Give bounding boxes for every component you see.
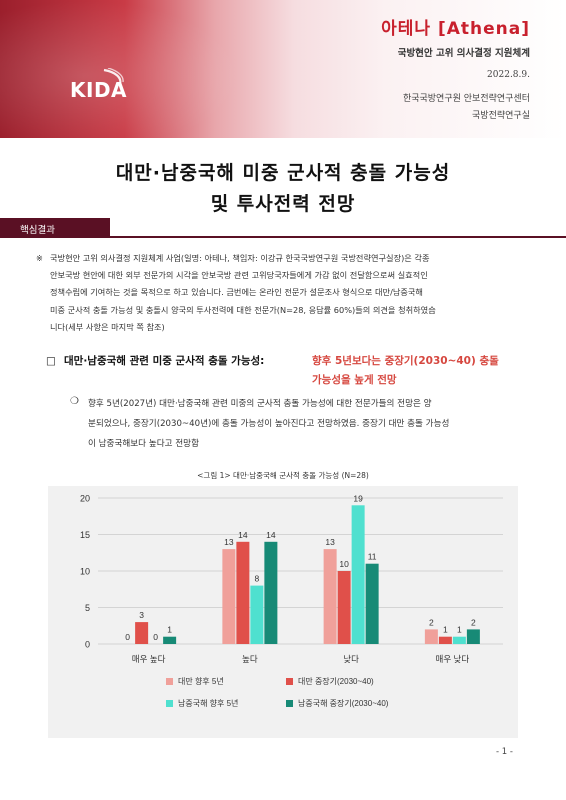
- finding-heading-highlight: 향후 5년보다는 중장기(2030~40) 충돌 가능성을 높게 전망: [312, 352, 552, 390]
- logo-text: KIDA: [70, 78, 128, 102]
- note-line: 국방현안 고위 의사결정 지원체계 사업(일명: 아테나, 책임자: 이강규 한…: [50, 253, 430, 263]
- legend-swatch: [166, 700, 173, 707]
- header-banner: [0, 0, 566, 138]
- y-tick-label: 15: [80, 530, 90, 540]
- detail-line: 향후 5년(2027년) 대만·남중국해 관련 미중의 군사적 충돌 가능성에 …: [88, 399, 432, 409]
- y-tick-label: 20: [80, 494, 90, 504]
- bar: [264, 541, 278, 644]
- note-line: 정책수립에 기여하는 것을 목적으로 하고 있습니다. 금번에는 온라인 전문가…: [50, 287, 423, 298]
- intro-note: ※ 국방현안 고위 의사결정 지원체계 사업(일명: 아테나, 책임자: 이강규…: [36, 250, 520, 336]
- data-label: 14: [238, 530, 248, 540]
- finding-heading-main: 대만·남중국해 관련 미중 군사적 충돌 가능성:: [64, 355, 265, 367]
- data-label: 8: [255, 574, 260, 584]
- data-label: 13: [224, 537, 234, 547]
- data-label: 3: [139, 610, 144, 620]
- bar: [135, 622, 149, 644]
- brand-block: 아테나 [Athena] 국방현안 고위 의사결정 지원체계: [381, 14, 530, 59]
- data-label: 0: [153, 632, 158, 642]
- detail-line: 분되었으나, 중장기(2030~40년)에 충돌 가능성이 높아진다고 전망하였…: [88, 419, 450, 429]
- brand-name: 아테나 [Athena]: [381, 19, 530, 39]
- logo-swoosh-icon: [103, 67, 124, 85]
- brand-subtitle: 국방현안 고위 의사결정 지원체계: [397, 48, 530, 59]
- data-label: 1: [457, 625, 462, 635]
- data-label: 13: [325, 537, 335, 547]
- highlight-line-1: 향후 5년보다는 중장기(2030~40) 충돌: [312, 355, 499, 367]
- page-number: - 1 -: [496, 747, 513, 757]
- data-label: 14: [266, 530, 276, 540]
- reference-mark-icon: ※: [36, 253, 43, 263]
- bar: [236, 541, 250, 644]
- data-label: 0: [125, 632, 130, 642]
- bar: [365, 563, 379, 644]
- chart-panel: 0 5 10 15 20 0 3 0 1 매우 높다 13 14 8 14 높다 13 10 19 11 낮다 2 1 1 2…: [48, 486, 518, 738]
- finding-detail: 향후 5년(2027년) 대만·남중국해 관련 미중의 군사적 충돌 가능성에 …: [88, 394, 538, 454]
- bar: [163, 636, 177, 644]
- bar: [466, 629, 480, 644]
- bar: [452, 636, 466, 644]
- y-tick-label: 0: [85, 640, 90, 650]
- kida-logo: KIDA: [70, 67, 130, 104]
- circle-bullet-icon: ❍: [70, 396, 79, 407]
- note-line: 니다(세부 사항은 마지막 쪽 참조): [50, 321, 165, 332]
- publication-date: 2022.8.9.: [487, 70, 530, 80]
- organization-line-2: 국방전략연구실: [472, 111, 530, 121]
- data-label: 1: [443, 625, 448, 635]
- figure-caption: <그림 1> 대만·남중국해 군사적 충돌 가능성 (N=28): [197, 471, 369, 480]
- legend-label: 남중국해 중장기(2030~40): [298, 698, 389, 708]
- organization-line-1: 한국국방연구원 안보전략연구센터: [402, 94, 530, 104]
- highlight-line-2: 가능성을 높게 전망: [312, 374, 397, 386]
- legend-swatch: [286, 678, 293, 685]
- legend-label: 대만 향후 5년: [178, 676, 224, 686]
- data-label: 1: [167, 625, 172, 635]
- bar: [323, 549, 337, 644]
- x-category-label: 매우 높다: [132, 654, 166, 664]
- data-label: 19: [353, 493, 363, 503]
- x-category-label: 낮다: [343, 654, 359, 664]
- section-header-bar: 핵심결과: [0, 218, 566, 238]
- bar: [250, 585, 264, 644]
- data-label: 2: [471, 617, 476, 627]
- legend-label: 남중국해 향후 5년: [178, 698, 238, 708]
- bar: [351, 505, 365, 644]
- y-tick-label: 10: [80, 567, 90, 577]
- legend-label: 대만 중장기(2030~40): [298, 676, 374, 686]
- document-title-line-1: 대만·남중국해 미중 군사적 충돌 가능성: [115, 162, 451, 184]
- note-line: 안보국방 현안에 대한 외부 전문가의 시각을 안보국방 관련 고위당국자들에게…: [50, 270, 428, 281]
- document-title-line-2: 및 투사전력 전망: [210, 193, 356, 215]
- y-tick-label: 5: [85, 603, 90, 613]
- detail-line: 이 남중국해보다 높다고 전망함: [88, 439, 199, 449]
- data-label: 10: [339, 559, 349, 569]
- section-tab-label: 핵심결과: [0, 218, 110, 238]
- x-category-label: 높다: [242, 654, 258, 664]
- data-label: 11: [368, 552, 377, 562]
- bar: [222, 549, 236, 644]
- square-bullet-icon: □: [46, 355, 56, 367]
- data-label: 2: [429, 617, 434, 627]
- bar: [337, 571, 351, 644]
- bar: [424, 629, 438, 644]
- legend-swatch: [166, 678, 173, 685]
- x-category-label: 매우 낮다: [436, 654, 470, 664]
- bar: [438, 636, 452, 644]
- legend-swatch: [286, 700, 293, 707]
- note-line: 미중 군사적 충돌 가능성 및 충돌시 양국의 투사전력에 대한 전문가(N=2…: [50, 304, 436, 315]
